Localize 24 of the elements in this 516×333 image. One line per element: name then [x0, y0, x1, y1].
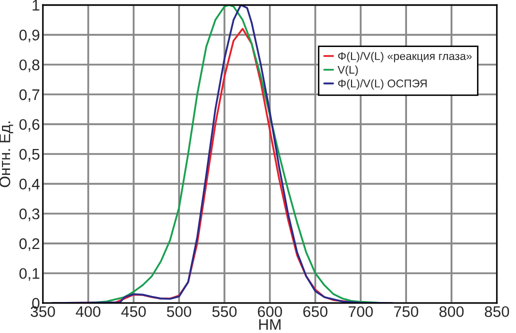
x-axis-title: НМ	[259, 319, 280, 330]
y-tick-label: 0,8	[19, 59, 40, 72]
y-tick-label: 0,4	[19, 178, 40, 192]
legend-label: Φ(L)/V(L) «реакция глаза»	[338, 52, 472, 62]
x-tick-label: 600	[258, 306, 282, 318]
legend-label: V(L)	[338, 66, 358, 76]
y-tick-label: 1	[32, 0, 40, 11]
x-tick-label: 700	[348, 306, 373, 318]
x-tick-label: 400	[76, 306, 100, 318]
y-tick-label: 0,6	[19, 119, 40, 132]
x-tick-label: 650	[303, 306, 328, 318]
x-tick-label: 550	[212, 306, 237, 318]
x-tick-label: 800	[439, 306, 464, 318]
y-tick-label: 0,7	[19, 89, 40, 102]
y-tick-label: 0,9	[19, 30, 40, 42]
x-tick-label: 850	[484, 306, 510, 318]
x-tick-label: 450	[121, 306, 146, 318]
y-tick-label: 0,1	[19, 268, 40, 281]
x-tick-label: 750	[394, 306, 418, 318]
x-tick-label: 500	[166, 306, 192, 318]
y-tick-label: 0,3	[19, 208, 40, 222]
y-tick-label: 0,5	[19, 148, 40, 162]
legend-label: Φ(L)/V(L) ОСПЭЯ	[338, 79, 427, 90]
y-tick-label: 0,2	[19, 238, 40, 251]
